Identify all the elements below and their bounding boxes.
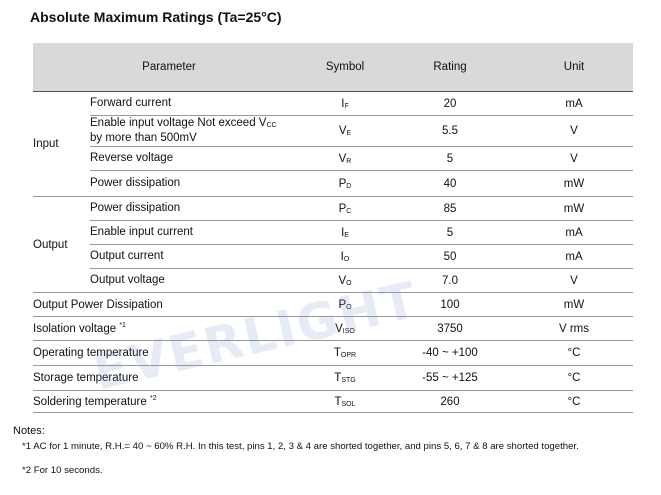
rating-cell: -40 ~ +100 <box>385 340 515 366</box>
param-cell: Output current <box>90 244 305 269</box>
symbol-cell: PD <box>305 170 385 197</box>
group-label-input: Input <box>33 91 90 197</box>
unit-cell: V <box>515 268 633 293</box>
table-row: Enable input voltage Not exceed VCC by mo… <box>33 115 633 147</box>
unit-cell: mA <box>515 91 633 116</box>
param-cell: Output voltage <box>90 268 305 293</box>
symbol-cell: IE <box>305 220 385 245</box>
unit-cell: mA <box>515 244 633 269</box>
unit-cell: mA <box>515 220 633 245</box>
symbol-cell: VO <box>305 268 385 293</box>
param-cell: Enable input current <box>90 220 305 245</box>
param-cell: Power dissipation <box>90 170 305 197</box>
group-label-output: Output <box>33 196 90 293</box>
table-row: Output current IO 50 mA <box>33 244 633 269</box>
header-rating: Rating <box>385 43 515 92</box>
rating-cell: 20 <box>385 91 515 116</box>
symbol-cell: IF <box>305 91 385 116</box>
table-row: Operating temperature TOPR -40 ~ +100 °C <box>33 340 633 366</box>
unit-cell: mW <box>515 196 633 221</box>
unit-cell: °C <box>515 365 633 391</box>
param-cell: Isolation voltage *1 <box>33 316 305 341</box>
rating-cell: 50 <box>385 244 515 269</box>
symbol-cell: IO <box>305 244 385 269</box>
unit-cell: °C <box>515 340 633 366</box>
unit-cell: mW <box>515 170 633 197</box>
symbol-cell: PO <box>305 292 385 317</box>
note-1: *1 AC for 1 minute, R.H.= 40 ~ 60% R.H. … <box>22 441 579 452</box>
rating-cell: -55 ~ +125 <box>385 365 515 391</box>
table-row: Soldering temperature *2 TSOL 260 °C <box>33 390 633 413</box>
param-cell: Forward current <box>90 91 305 116</box>
note-2: *2 For 10 seconds. <box>22 465 103 476</box>
rating-cell: 5 <box>385 220 515 245</box>
unit-cell: V <box>515 115 633 147</box>
rating-cell: 5 <box>385 146 515 171</box>
param-cell: Power dissipation <box>90 196 305 221</box>
param-cell: Enable input voltage Not exceed VCC by mo… <box>90 115 305 147</box>
header-unit: Unit <box>515 43 633 92</box>
rating-cell: 100 <box>385 292 515 317</box>
rating-cell: 260 <box>385 390 515 413</box>
unit-cell: V <box>515 146 633 171</box>
table-row: Reverse voltage VR 5 V <box>33 146 633 171</box>
table-row: Enable input current IE 5 mA <box>33 220 633 245</box>
section-title: Absolute Maximum Ratings (Ta=25°C) <box>30 9 282 25</box>
rating-cell: 3750 <box>385 316 515 341</box>
table-row: Power dissipation PD 40 mW <box>33 170 633 197</box>
rating-cell: 85 <box>385 196 515 221</box>
notes-label: Notes: <box>13 425 45 437</box>
header-symbol: Symbol <box>305 43 385 92</box>
table-row: Output Power Dissipation PO 100 mW <box>33 292 633 317</box>
symbol-cell: VISO <box>305 316 385 341</box>
symbol-cell: TOPR <box>305 340 385 366</box>
symbol-cell: TSTG <box>305 365 385 391</box>
unit-cell: °C <box>515 390 633 413</box>
ratings-table: Parameter Symbol Rating Unit Input Forwa… <box>33 43 633 413</box>
table-row: Output Power dissipation PC 85 mW <box>33 196 633 293</box>
param-cell: Storage temperature <box>33 365 305 391</box>
unit-cell: mW <box>515 292 633 317</box>
symbol-cell: VE <box>305 115 385 147</box>
param-cell: Operating temperature <box>33 340 305 366</box>
unit-cell: V rms <box>515 316 633 341</box>
table-row: Output voltage VO 7.0 V <box>33 268 633 293</box>
rating-cell: 5.5 <box>385 115 515 147</box>
header-row: Parameter Symbol Rating Unit <box>33 43 633 92</box>
param-cell: Reverse voltage <box>90 146 305 171</box>
symbol-cell: VR <box>305 146 385 171</box>
header-parameter: Parameter <box>33 43 305 92</box>
param-cell: Output Power Dissipation <box>33 292 305 317</box>
table-row: Input Forward current IF 20 mA <box>33 91 633 197</box>
table-row: Isolation voltage *1 VISO 3750 V rms <box>33 316 633 341</box>
symbol-cell: PC <box>305 196 385 221</box>
rating-cell: 40 <box>385 170 515 197</box>
symbol-cell: TSOL <box>305 390 385 413</box>
rating-cell: 7.0 <box>385 268 515 293</box>
param-cell: Soldering temperature *2 <box>33 390 305 413</box>
table-row: Storage temperature TSTG -55 ~ +125 °C <box>33 365 633 391</box>
